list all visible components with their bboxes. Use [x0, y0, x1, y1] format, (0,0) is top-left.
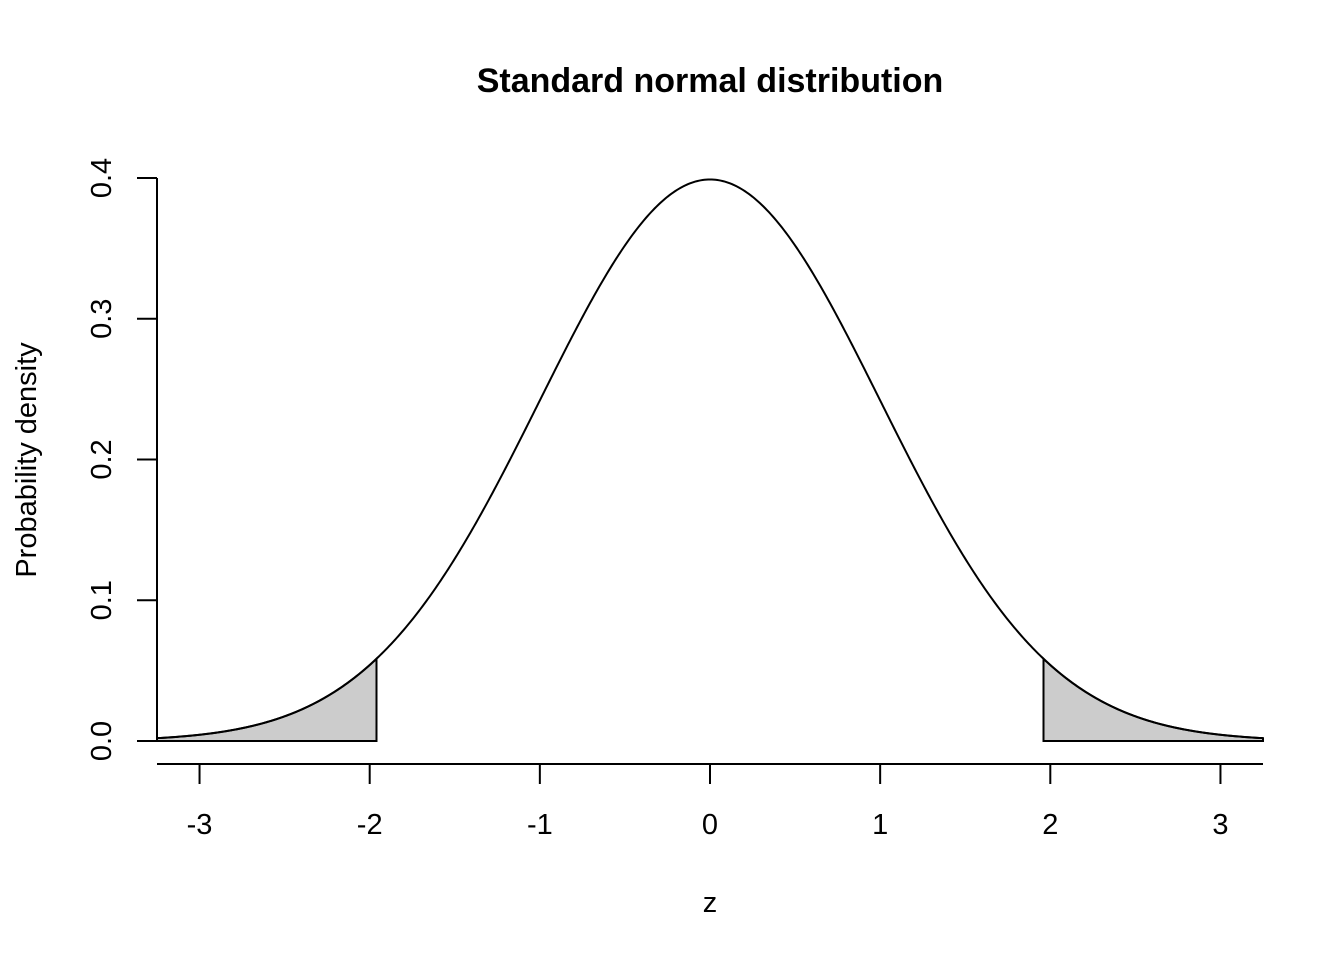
y-axis-ticks: 0.0 0.1 0.2 0.3 0.4 — [86, 158, 157, 761]
y-tick-label: 0.4 — [86, 158, 118, 198]
x-tick-label: -2 — [357, 809, 383, 841]
y-tick-label: 0.2 — [86, 439, 118, 479]
x-tick-label: 1 — [872, 809, 888, 841]
y-axis-label: Probability density — [11, 342, 43, 578]
density-curve — [156, 178, 1264, 740]
x-tick-label: 2 — [1042, 809, 1058, 841]
chart-title: Standard normal distribution — [477, 62, 944, 100]
shaded-region-2 — [1042, 656, 1264, 742]
y-tick-label: 0.3 — [86, 299, 118, 339]
x-tick-label: 0 — [702, 809, 718, 841]
x-axis-label: z — [703, 887, 718, 919]
x-axis-ticks: -3 -2 -1 0 1 2 3 — [187, 764, 1229, 841]
y-tick-label: 0.0 — [86, 721, 118, 761]
shaded-region-1 — [156, 656, 378, 742]
x-tick-label: -1 — [527, 809, 553, 841]
x-tick-label: 3 — [1212, 809, 1228, 841]
x-tick-label: -3 — [187, 809, 213, 841]
y-tick-label: 0.1 — [86, 580, 118, 620]
